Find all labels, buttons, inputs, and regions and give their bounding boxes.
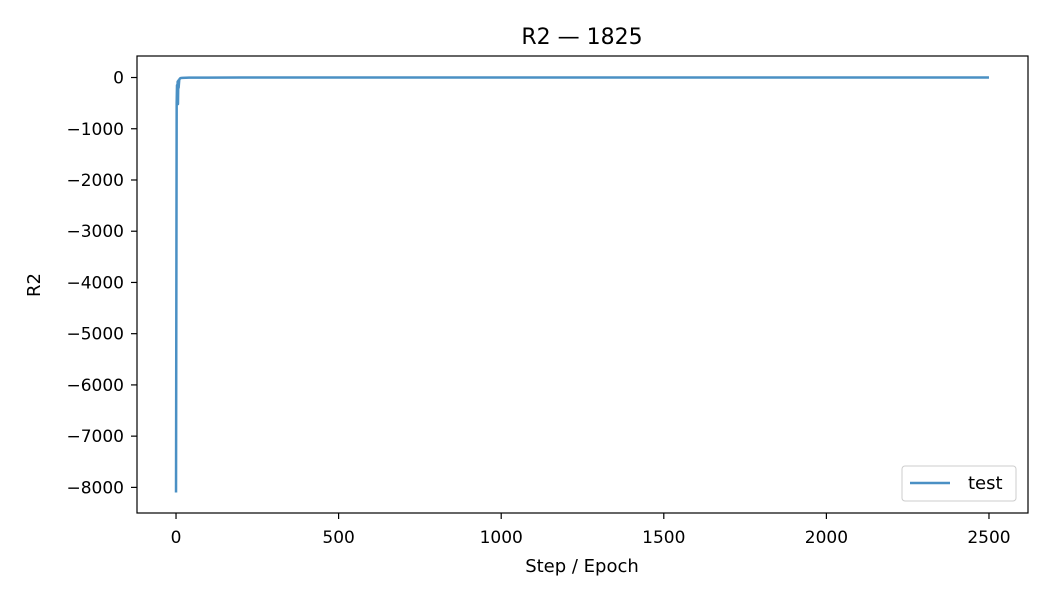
y-tick-label: −6000 (66, 376, 124, 396)
y-axis-label: R2 (24, 273, 45, 297)
y-tick-label: −7000 (66, 427, 124, 447)
legend-box (901, 465, 1017, 502)
x-tick-label: 2000 (805, 528, 848, 548)
series-line-test (174, 76, 989, 493)
y-tick-label: 0 (113, 69, 124, 89)
y-tick-label: −8000 (66, 478, 124, 498)
y-tick-label: −5000 (66, 325, 124, 345)
x-tick-label: 2500 (967, 528, 1010, 548)
x-tick-label: 500 (322, 528, 354, 548)
y-tick-label: −1000 (66, 120, 124, 140)
legend: test (901, 465, 1017, 502)
plot-frame (136, 55, 1029, 514)
x-axis-label: Step / Epoch (525, 556, 639, 577)
x-tick-label: 0 (171, 528, 182, 548)
series-layer (174, 76, 989, 493)
legend-label-test: test (968, 473, 1003, 494)
x-tick-label: 1000 (480, 528, 523, 548)
y-tick-label: −3000 (66, 222, 124, 242)
x-tick-label: 1500 (642, 528, 685, 548)
tick-group: 0 500 1000 1500 2000 2500 0 −1000 −2000 −3000 −400… (66, 69, 1010, 548)
y-tick-label: −4000 (66, 273, 124, 293)
y-tick-label: −2000 (66, 171, 124, 191)
chart-title: R2 — 1825 (521, 25, 642, 50)
